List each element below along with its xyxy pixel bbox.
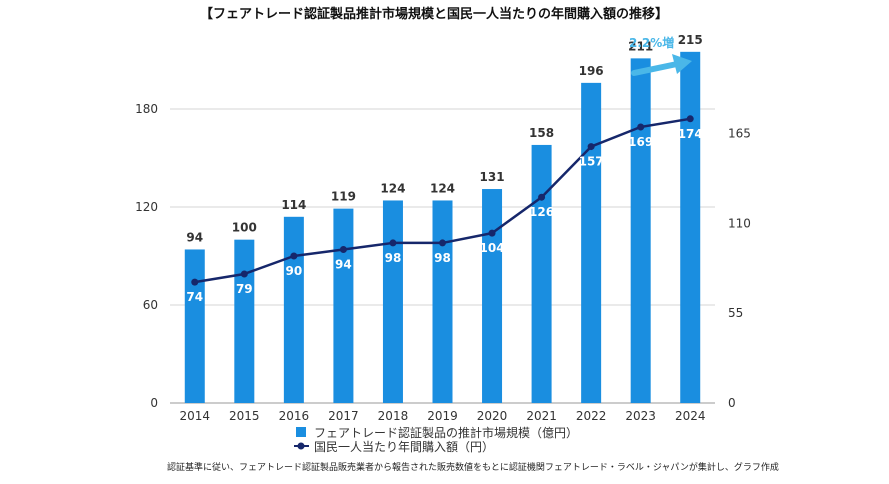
bar: [581, 82, 602, 403]
x-tick-label: 2018: [378, 409, 409, 423]
y-left-tick-label: 0: [150, 396, 158, 410]
bar: [333, 208, 354, 403]
legend-item-market-size: フェアトレード認証製品の推計市場規模（億円）: [296, 425, 578, 440]
line-point: [637, 123, 645, 131]
y-right-tick-label: 110: [728, 216, 751, 230]
legend-bar-swatch: [296, 427, 306, 437]
line-point: [339, 245, 347, 253]
bar-value-label: 124: [430, 181, 455, 195]
x-tick-label: 2022: [576, 409, 607, 423]
bar: [630, 58, 651, 403]
line-value-label: 74: [186, 290, 203, 304]
line-value-label: 94: [335, 257, 352, 271]
y-left-tick-label: 120: [135, 200, 158, 214]
bar: [234, 239, 255, 403]
x-tick-label: 2014: [179, 409, 210, 423]
bar: [432, 200, 453, 403]
bar-value-label: 119: [331, 190, 356, 204]
growth-arrow-icon: [631, 54, 692, 76]
x-tick-label: 2023: [625, 409, 656, 423]
line-point: [290, 252, 298, 260]
line-value-label: 104: [480, 241, 505, 255]
line-value-label: 90: [286, 264, 303, 278]
bar: [531, 144, 552, 403]
source-note: 認証基準に従い、フェアトレード認証製品販売業者から報告された販売数値をもとに認証…: [167, 461, 779, 473]
y-right-tick-label: 0: [728, 396, 736, 410]
bar-value-label: 131: [480, 170, 505, 184]
x-tick-label: 2016: [279, 409, 310, 423]
bar-value-label: 196: [579, 64, 604, 78]
bar-series: 94 100 114 119 124 124 131 158 196 211 215: [184, 33, 703, 403]
y-left-tick-label: 180: [135, 102, 158, 116]
y-left-tick-label: 60: [143, 298, 158, 312]
x-tick-label: 2021: [526, 409, 557, 423]
chart-title: 【フェアトレード認証製品推計市場規模と国民一人当たりの年間購入額の推移】: [200, 6, 668, 22]
bar-value-label: 211: [628, 39, 653, 53]
legend-item-per-capita: 国民一人当たり年間購入額（円）: [294, 440, 494, 454]
bar: [382, 200, 403, 403]
line-point: [191, 278, 199, 286]
line-value-label: 79: [236, 282, 253, 296]
x-tick-label: 2017: [328, 409, 359, 423]
bar-value-label: 114: [281, 198, 306, 212]
line-point: [538, 193, 546, 201]
line-point: [587, 143, 595, 151]
y-right-tick-label: 165: [728, 127, 751, 141]
line-point: [488, 229, 496, 237]
bar-value-label: 124: [380, 181, 405, 195]
bar: [482, 189, 503, 403]
x-tick-label: 2024: [675, 409, 706, 423]
line-point: [389, 239, 397, 247]
line-point: [686, 115, 694, 123]
line-value-label: 98: [434, 251, 451, 265]
bar: [283, 216, 304, 403]
bar: [680, 51, 701, 403]
growth-annotation-label: 2.2%増: [629, 35, 674, 50]
growth-annotation: 2.2%増: [629, 35, 692, 76]
axes: 0 60 120 180 0 55 110 165 2014 2015 2016 2017 2018 20…: [135, 102, 751, 423]
line-series: 74 79 90 94 98 98 104 126 157 169 174: [186, 115, 703, 304]
legend-label-market-size: フェアトレード認証製品の推計市場規模（億円）: [314, 425, 578, 440]
legend: フェアトレード認証製品の推計市場規模（億円） 国民一人当たり年間購入額（円）: [294, 425, 578, 454]
bar-value-label: 215: [678, 33, 703, 47]
line-point: [240, 270, 248, 278]
bar-value-label: 94: [186, 230, 203, 244]
legend-label-per-capita: 国民一人当たり年間購入額（円）: [314, 440, 494, 454]
line-point: [439, 239, 446, 247]
x-tick-label: 2019: [427, 409, 458, 423]
bar-value-label: 100: [232, 221, 257, 235]
x-tick-label: 2020: [477, 409, 508, 423]
line-value-label: 169: [628, 135, 653, 149]
x-tick-label: 2015: [229, 409, 260, 423]
bar-value-label: 158: [529, 126, 554, 140]
legend-marker-icon: [297, 442, 305, 450]
y-right-tick-label: 55: [728, 306, 743, 320]
line-value-label: 174: [678, 127, 703, 141]
line-value-label: 98: [385, 251, 402, 265]
line-value-label: 126: [529, 205, 554, 219]
bar: [184, 249, 205, 403]
line-value-label: 157: [579, 155, 604, 169]
